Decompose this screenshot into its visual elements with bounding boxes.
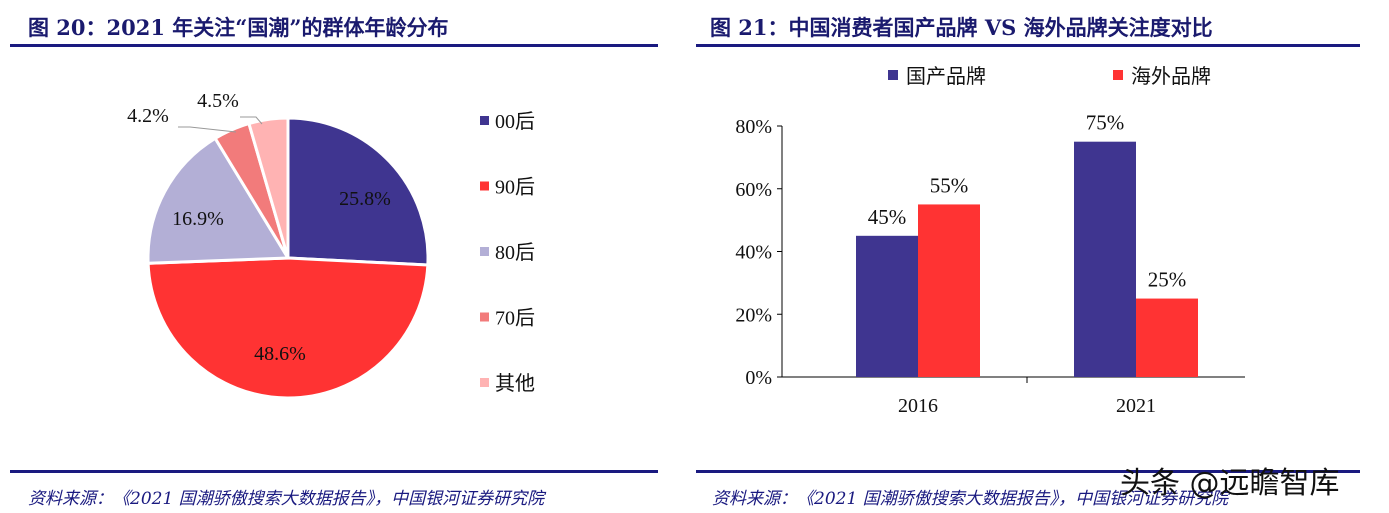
leader-line-70 (178, 126, 237, 133)
bar-legend-label-0: 国产品牌 (906, 65, 986, 88)
y-tick-label-0: 0% (745, 367, 772, 389)
pie-label-4: 4.5% (197, 90, 239, 112)
pie-label-0: 25.8% (339, 188, 391, 210)
legend-label-1: 90后 (495, 176, 535, 199)
y-tick-label-4: 80% (735, 116, 772, 138)
bar-label-1-0: 55% (930, 173, 969, 197)
legend-label-2: 80后 (495, 241, 535, 264)
bar-label-1-1: 25% (1148, 268, 1187, 292)
left-source-rule (10, 470, 658, 473)
pie-label-3: 4.2% (127, 105, 169, 127)
bar-legend-swatch-0 (888, 70, 898, 80)
pie-label-1: 48.6% (254, 343, 306, 365)
bar-legend-swatch-1 (1113, 70, 1123, 80)
left-source: 资料来源：《2021 国潮骄傲搜索大数据报告》，中国银河证券研究院 (28, 489, 545, 509)
pie-slice-4 (247, 116, 290, 259)
legend-label-3: 70后 (495, 307, 535, 330)
left-title-rule (10, 44, 658, 47)
pie-slice-1 (146, 256, 430, 400)
watermark: 头条 @远瞻智库 (1120, 466, 1340, 501)
pie-slice-0 (286, 116, 430, 267)
x-tick-label-0: 2016 (898, 395, 938, 417)
legend-swatch-1 (480, 181, 489, 191)
bar-label-0-1: 75% (1086, 111, 1125, 135)
legend-label-0: 00后 (495, 110, 535, 133)
legend-label-4: 其他 (495, 372, 535, 395)
right-chart-title: 图 21：中国消费者国产品牌 VS 海外品牌关注度对比 (710, 15, 1213, 40)
bar-0-1 (1074, 141, 1136, 377)
y-tick-label-3: 60% (735, 179, 772, 201)
pie-slice-2 (146, 136, 291, 265)
bar-legend-label-1: 海外品牌 (1131, 65, 1211, 88)
right-title-rule (696, 44, 1360, 47)
bar-1-1 (1136, 298, 1198, 377)
legend-swatch-3 (480, 312, 489, 322)
bar-label-0-0: 45% (868, 205, 907, 229)
left-chart-title: 图 20：2021 年关注“国潮”的群体年龄分布 (28, 15, 449, 40)
x-tick-label-1: 2021 (1116, 395, 1156, 417)
legend-swatch-2 (480, 247, 489, 256)
bar-1-0 (918, 204, 980, 377)
right-source: 资料来源：《2021 国潮骄傲搜索大数据报告》，中国银河证券研究院 (712, 489, 1229, 509)
leader-line-other (240, 116, 263, 125)
y-tick-label-2: 40% (735, 242, 772, 264)
legend-swatch-4 (480, 378, 489, 387)
bar-0-0 (856, 235, 918, 377)
pie-label-2: 16.9% (172, 208, 224, 230)
legend-swatch-0 (480, 116, 489, 125)
right-source-rule (696, 470, 1360, 473)
y-tick-label-1: 20% (735, 304, 772, 326)
